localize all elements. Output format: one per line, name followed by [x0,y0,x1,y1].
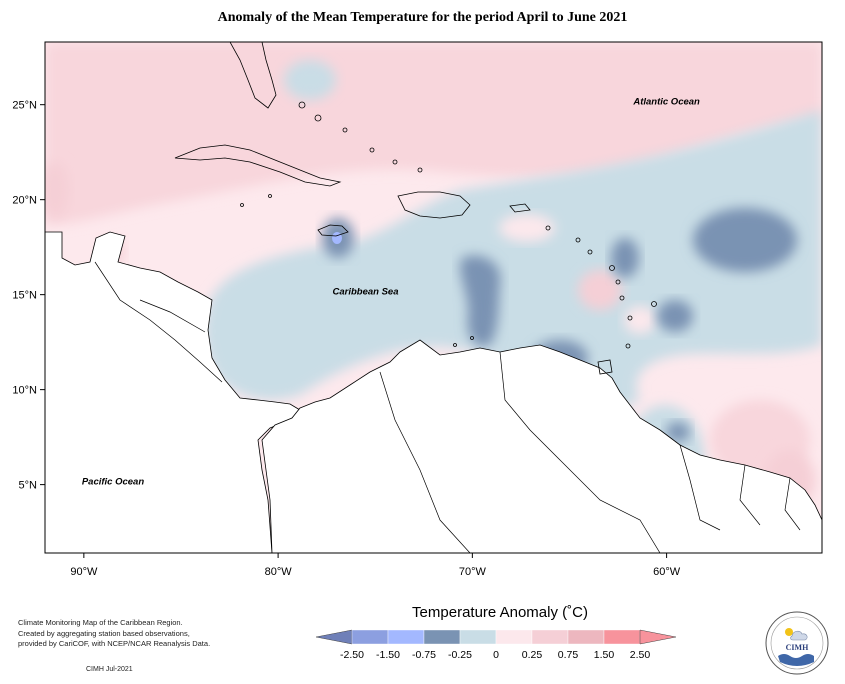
legend-tick-label: 1.50 [594,649,615,661]
legend-swatch [531,629,569,645]
legend-title: Temperature Anomaly (˚C) [412,604,588,621]
anomaly-zone-antilles-pink [578,270,622,310]
anomaly-field [45,42,822,553]
lon-tick-label: 80°W [265,566,293,578]
legend-swatch [603,629,641,645]
legend-tick-label: 2.50 [630,649,651,661]
map-title: Anomaly of the Mean Temperature for the … [217,10,628,25]
lat-tick-label: 25°N [12,100,37,112]
central-america-land [45,231,301,553]
legend-swatch [423,629,461,645]
legend-tick-label: 0.75 [558,649,579,661]
lat-tick-label: 20°N [12,195,37,207]
country-borders [94,261,801,553]
trinidad-island [597,359,613,375]
lon-tick-label: 70°W [459,566,487,578]
cimh-logo: CIMH [765,611,829,675]
cloud-icon [790,630,808,641]
map-frame [44,41,823,554]
lon-tick-label: 90°W [70,566,98,578]
hispaniola-island [397,191,471,219]
lat-tick-label: 10°N [12,385,37,397]
jamaica-island [317,224,349,237]
legend-tick-label: -0.25 [448,649,472,661]
florida-land [229,42,277,109]
anomaly-zone-north-pink [45,42,822,225]
place-labels: Atlantic Ocean Caribbean Sea Pacific Ocean [82,97,700,488]
anomaly-zone-pr-pink [499,214,555,242]
small-islands [240,101,657,349]
credit-line: provided by CariCOF, with NCEP/NCAR Rean… [18,639,211,648]
legend-swatch-low-arrow [315,629,353,645]
legend-swatch [459,629,497,645]
place-label: Pacific Ocean [82,477,145,488]
legend-swatch [387,629,425,645]
sun-icon [785,628,793,636]
credit-text: Climate Monitoring Map of the Caribbean … [18,618,228,650]
anomaly-zone-bahamas-blue [284,60,336,100]
legend-swatches [315,629,677,645]
legend-colorbar: -2.50 -1.50 -0.75 -0.25 0 0.25 0.75 1.50 2.50 [315,629,677,661]
credit-stamp: CIMH Jul-2021 [86,666,133,673]
anomaly-zone-barbados-pink [624,306,656,334]
south-america-land [261,339,822,553]
legend-tick-labels: -2.50 -1.50 -0.75 -0.25 0 0.25 0.75 1.50 2.50 [340,649,650,661]
latitude-ticks: 25°N 20°N 15°N 10°N 5°N [12,100,45,492]
anomaly-zone-atlantic-dark [693,208,797,272]
anomaly-zone-essequibo-dark [666,422,690,442]
anomaly-zone-central-blue [204,110,822,410]
legend-swatch [495,629,533,645]
legend-tick-label: -2.50 [340,649,364,661]
puerto-rico-island [509,203,531,213]
lon-tick-label: 60°W [653,566,681,578]
legend-swatch [567,629,605,645]
legend-tick-label: 0.25 [522,649,543,661]
cuba-island [174,144,342,187]
credit-line: Created by aggregating station based obs… [18,628,190,638]
anomaly-zone-eastern-dark [460,255,501,347]
anomaly-zone-west-pink [45,162,69,218]
credit-line: Climate Monitoring Map of the Caribbean … [18,618,183,627]
anomaly-zone-tobago-dark [657,300,693,332]
place-label: Atlantic Ocean [632,97,700,108]
anomaly-zone-jamaica-core [332,232,342,244]
longitude-ticks: 90°W 80°W 70°W 60°W [70,553,681,578]
legend-tick-label: -0.75 [412,649,436,661]
logo-text: CIMH [786,643,809,652]
legend-tick-label: 0 [493,649,499,661]
temperature-anomaly-map: 25°N 20°N 15°N 10°N 5°N 90°W 80°W 70°W 60°W Atl… [12,41,823,578]
legend-swatch [351,629,389,645]
lat-tick-label: 5°N [19,480,38,492]
legend-swatch-high-arrow [639,629,677,645]
anomaly-zone-guadeloupe-dark [611,238,639,278]
legend-tick-label: -1.50 [376,649,400,661]
waves-icon [778,654,814,666]
place-label: Caribbean Sea [333,287,399,298]
lat-tick-label: 15°N [12,290,37,302]
